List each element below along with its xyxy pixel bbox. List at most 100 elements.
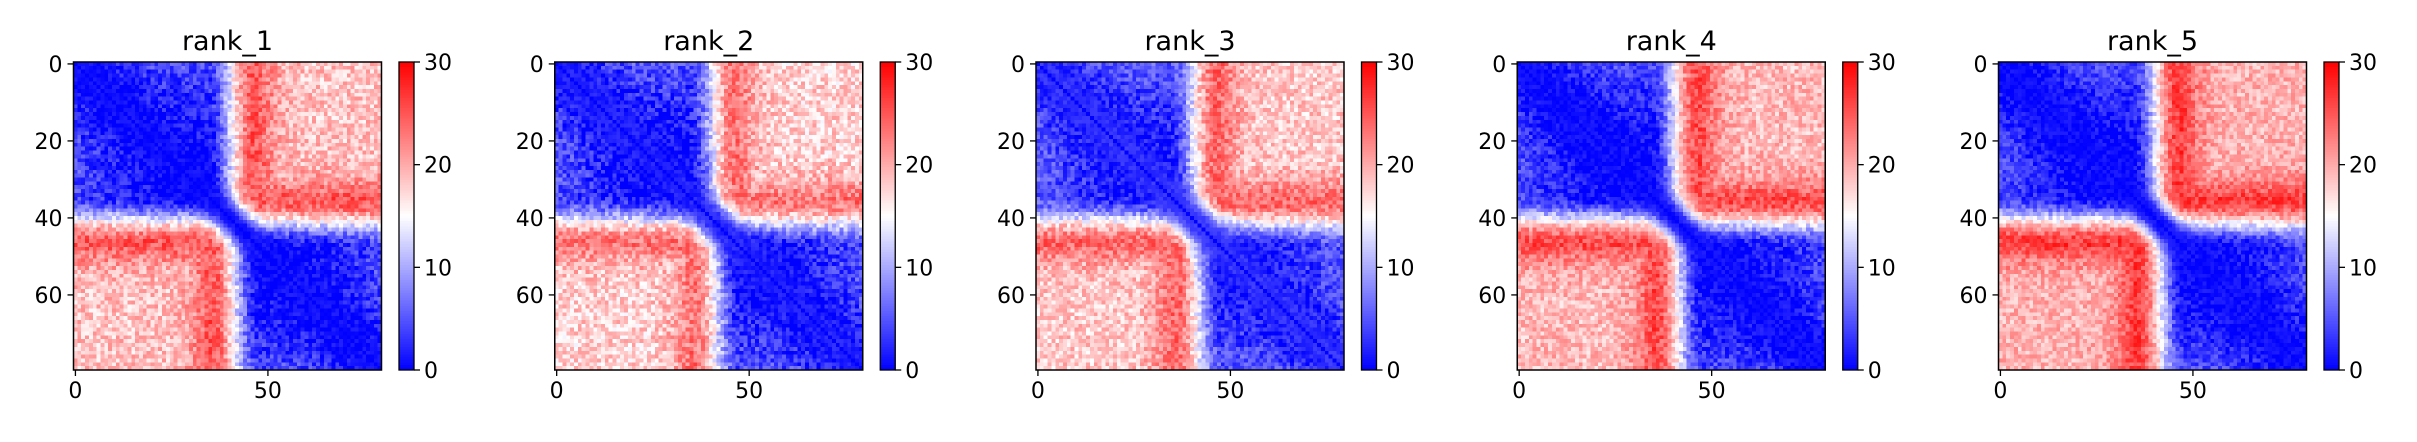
heatmap-cell	[316, 135, 321, 140]
heatmap-cell	[185, 173, 190, 178]
heatmap-cell	[331, 269, 336, 275]
heatmap-cell	[77, 173, 82, 178]
heatmap-cell	[331, 154, 336, 159]
heatmap-cell	[73, 127, 78, 132]
heatmap-cell	[304, 104, 309, 109]
heatmap-cell	[81, 119, 86, 124]
heatmap-cell	[323, 254, 328, 259]
heatmap-cell	[366, 92, 371, 97]
heatmap-cell	[369, 235, 375, 240]
heatmap-cell	[200, 246, 205, 251]
heatmap-cell	[77, 277, 82, 282]
heatmap-cell	[85, 158, 90, 163]
heatmap-cell	[154, 96, 159, 101]
heatmap-cell	[81, 269, 86, 275]
heatmap-cell	[312, 115, 317, 121]
heatmap-cell	[308, 127, 313, 132]
heatmap-cell	[185, 146, 190, 151]
heatmap-cell	[204, 273, 209, 278]
heatmap-cell	[189, 192, 194, 198]
heatmap-cell	[366, 88, 371, 94]
heatmap-cell	[208, 227, 213, 232]
heatmap-cell	[296, 212, 301, 217]
heatmap-cell	[343, 250, 348, 255]
heatmap-cell	[73, 296, 78, 302]
heatmap-cell	[300, 246, 305, 251]
heatmap-cell	[123, 239, 128, 244]
heatmap-cell	[273, 77, 278, 82]
heatmap-cell	[154, 162, 159, 167]
heatmap-cell	[350, 169, 355, 174]
heatmap-cell	[269, 85, 275, 90]
heatmap-cell	[85, 85, 90, 90]
heatmap-cell	[335, 231, 340, 236]
heatmap-cell	[123, 77, 128, 82]
heatmap-cell	[165, 92, 171, 97]
heatmap-cell	[131, 223, 136, 228]
heatmap-cell	[366, 258, 371, 263]
heatmap-cell	[104, 269, 109, 275]
heatmap-cell	[339, 65, 344, 71]
heatmap-cell	[108, 150, 113, 155]
heatmap-cell	[366, 269, 371, 275]
heatmap-cell	[150, 281, 155, 286]
heatmap-cell	[343, 212, 348, 217]
heatmap-cell	[273, 73, 278, 78]
heatmap-cell	[350, 115, 355, 121]
heatmap-cell	[162, 289, 167, 294]
heatmap-cell	[169, 73, 174, 78]
heatmap-cell	[100, 212, 105, 217]
heatmap-cell	[223, 216, 228, 221]
heatmap-cell	[292, 192, 298, 198]
heatmap-cell	[269, 212, 275, 217]
heatmap-cell	[319, 77, 325, 82]
heatmap-cell	[138, 127, 144, 132]
heatmap-cell	[377, 165, 382, 171]
heatmap-cell	[327, 216, 332, 221]
heatmap-cell	[323, 227, 328, 232]
heatmap-cell	[123, 189, 128, 194]
heatmap-cell	[308, 150, 313, 155]
heatmap-cell	[73, 158, 78, 163]
heatmap-cell	[192, 115, 198, 121]
heatmap-cell	[212, 139, 217, 144]
heatmap-cell	[242, 154, 248, 159]
heatmap-cell	[289, 81, 294, 86]
heatmap-cell	[319, 262, 325, 267]
heatmap-cell	[358, 192, 363, 198]
heatmap-cell	[277, 119, 282, 124]
heatmap-cell	[327, 169, 332, 174]
heatmap-cell	[223, 277, 228, 282]
heatmap-cell	[192, 73, 198, 78]
heatmap-cell	[165, 273, 171, 278]
heatmap-cell	[100, 223, 105, 228]
heatmap-cell	[239, 100, 244, 105]
heatmap-cell	[235, 185, 240, 190]
heatmap-cell	[177, 150, 182, 155]
heatmap-cell	[239, 204, 244, 209]
heatmap-cell	[115, 65, 121, 71]
heatmap-cell	[316, 69, 321, 74]
heatmap-cell	[312, 231, 317, 236]
heatmap-cell	[212, 131, 217, 136]
heatmap-cell	[377, 100, 382, 105]
heatmap-cell	[215, 62, 221, 67]
heatmap-cell	[173, 185, 178, 190]
heatmap-cell	[292, 285, 298, 290]
heatmap-cell	[127, 169, 132, 174]
heatmap-cell	[242, 289, 248, 294]
heatmap-cell	[366, 189, 371, 194]
heatmap-cell	[327, 146, 332, 151]
heatmap-cell	[269, 200, 275, 205]
heatmap-cell	[269, 154, 275, 159]
heatmap-cell	[192, 131, 198, 136]
heatmap-cell	[258, 146, 263, 151]
heatmap-cell	[100, 300, 105, 305]
heatmap-cell	[212, 239, 217, 244]
heatmap-cell	[162, 246, 167, 251]
heatmap-cell	[192, 227, 198, 232]
heatmap-cell	[262, 100, 267, 105]
heatmap-cell	[377, 154, 382, 159]
heatmap-cell	[112, 266, 117, 271]
heatmap-cell	[81, 158, 86, 163]
